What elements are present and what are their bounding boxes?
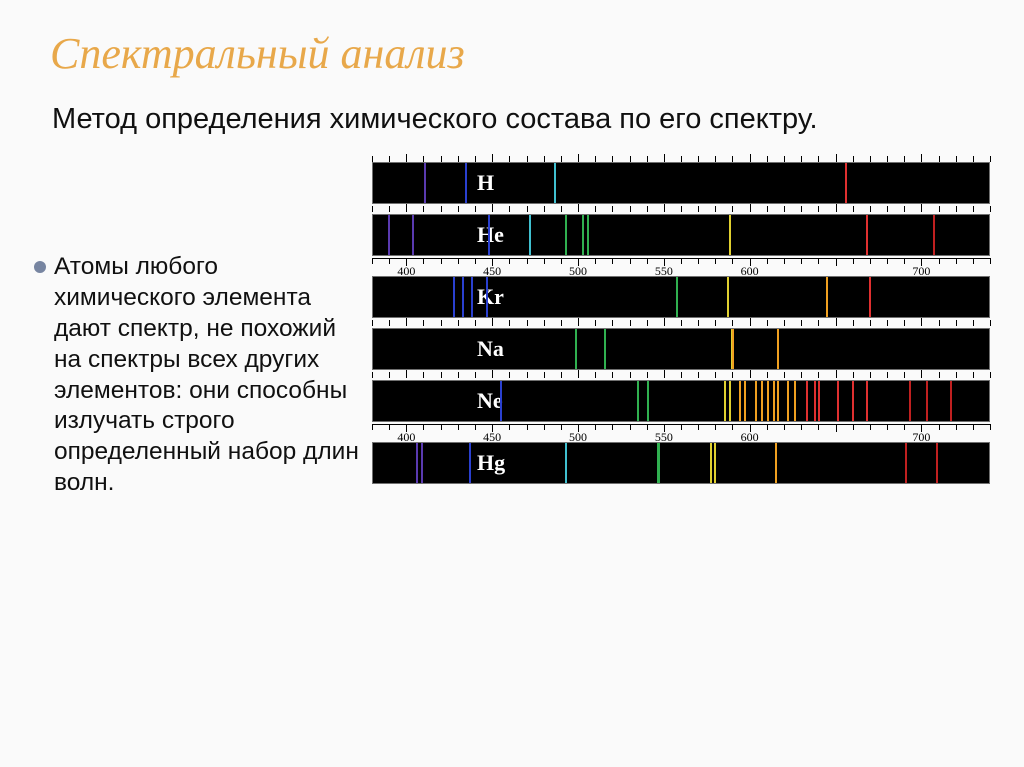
- spectral-line: [814, 381, 816, 421]
- spectral-line: [806, 381, 808, 421]
- spectral-line: [777, 329, 779, 369]
- spectral-line: [657, 443, 660, 483]
- spectral-line: [424, 163, 426, 203]
- spectral-line: [565, 443, 567, 483]
- spectral-line: [826, 277, 828, 317]
- spectral-line: [866, 381, 868, 421]
- spectral-line: [950, 381, 952, 421]
- spectral-line: [909, 381, 911, 421]
- spectral-line: [676, 277, 678, 317]
- spectral-line: [587, 215, 589, 255]
- spectral-line: [471, 277, 473, 317]
- spectral-line: [582, 215, 584, 255]
- spectral-line: [453, 277, 455, 317]
- spectral-line: [554, 163, 556, 203]
- spectral-line: [852, 381, 854, 421]
- element-label: H: [477, 170, 494, 196]
- spectrum-strip-h: H: [372, 162, 990, 204]
- left-column: Атомы любого химического элемента дают с…: [34, 148, 362, 499]
- spectral-line: [869, 277, 871, 317]
- spectral-line: [926, 381, 928, 421]
- spectrum-strip-he: He: [372, 214, 990, 256]
- spectral-line: [767, 381, 769, 421]
- subtitle: Метод определения химического состава по…: [0, 79, 1024, 138]
- spectral-line: [775, 443, 777, 483]
- spectral-line: [486, 277, 488, 317]
- content-row: Атомы любого химического элемента дают с…: [0, 138, 1024, 499]
- spectral-line: [732, 329, 734, 369]
- spectral-line: [755, 381, 757, 421]
- spectral-line: [744, 381, 746, 421]
- page-title: Спектральный анализ: [0, 0, 1024, 79]
- spectral-line: [933, 215, 935, 255]
- spectral-line: [729, 215, 731, 255]
- spectral-line: [421, 443, 423, 483]
- spectral-line: [388, 215, 390, 255]
- spectral-line: [773, 381, 775, 421]
- spectral-line: [637, 381, 639, 421]
- spectral-line: [416, 443, 418, 483]
- spectral-line: [488, 215, 490, 255]
- spectral-line: [604, 329, 606, 369]
- spectral-line: [777, 381, 779, 421]
- element-label: Kr: [477, 284, 504, 310]
- spectrum-strip-kr: Kr: [372, 276, 990, 318]
- spectral-line: [936, 443, 938, 483]
- spectral-line: [469, 443, 471, 483]
- spectral-line: [462, 277, 464, 317]
- spectral-line: [710, 443, 712, 483]
- spectral-line: [845, 163, 847, 203]
- spectral-line: [500, 381, 502, 421]
- spectral-line: [529, 215, 531, 255]
- spectral-line: [724, 381, 726, 421]
- spectrum-strip-ne: Ne: [372, 380, 990, 422]
- spectral-line: [818, 381, 820, 421]
- spectral-line: [575, 329, 577, 369]
- spectral-line: [714, 443, 716, 483]
- spectrum-strip-na: Na: [372, 328, 990, 370]
- spectral-line: [866, 215, 868, 255]
- bullet-paragraph: Атомы любого химического элемента дают с…: [34, 252, 362, 499]
- spectral-line: [729, 381, 731, 421]
- spectral-line: [761, 381, 763, 421]
- element-label: Na: [477, 336, 504, 362]
- spectral-line: [739, 381, 741, 421]
- spectral-line: [837, 381, 839, 421]
- bullet-text: Атомы любого химического элемента дают с…: [54, 253, 359, 496]
- spectral-line: [905, 443, 907, 483]
- spectral-line: [727, 277, 729, 317]
- spectral-line: [794, 381, 796, 421]
- spectral-line: [787, 381, 789, 421]
- spectral-line: [412, 215, 414, 255]
- bullet-icon: [34, 261, 46, 273]
- spectral-line: [647, 381, 649, 421]
- element-label: Hg: [477, 450, 505, 476]
- spectral-line: [465, 163, 467, 203]
- spectrum-strip-hg: Hg: [372, 442, 990, 484]
- spectral-line: [565, 215, 567, 255]
- element-label: He: [477, 222, 504, 248]
- spectra-panel: HHe400450500550600700KrNaNe4004505005506…: [372, 148, 990, 499]
